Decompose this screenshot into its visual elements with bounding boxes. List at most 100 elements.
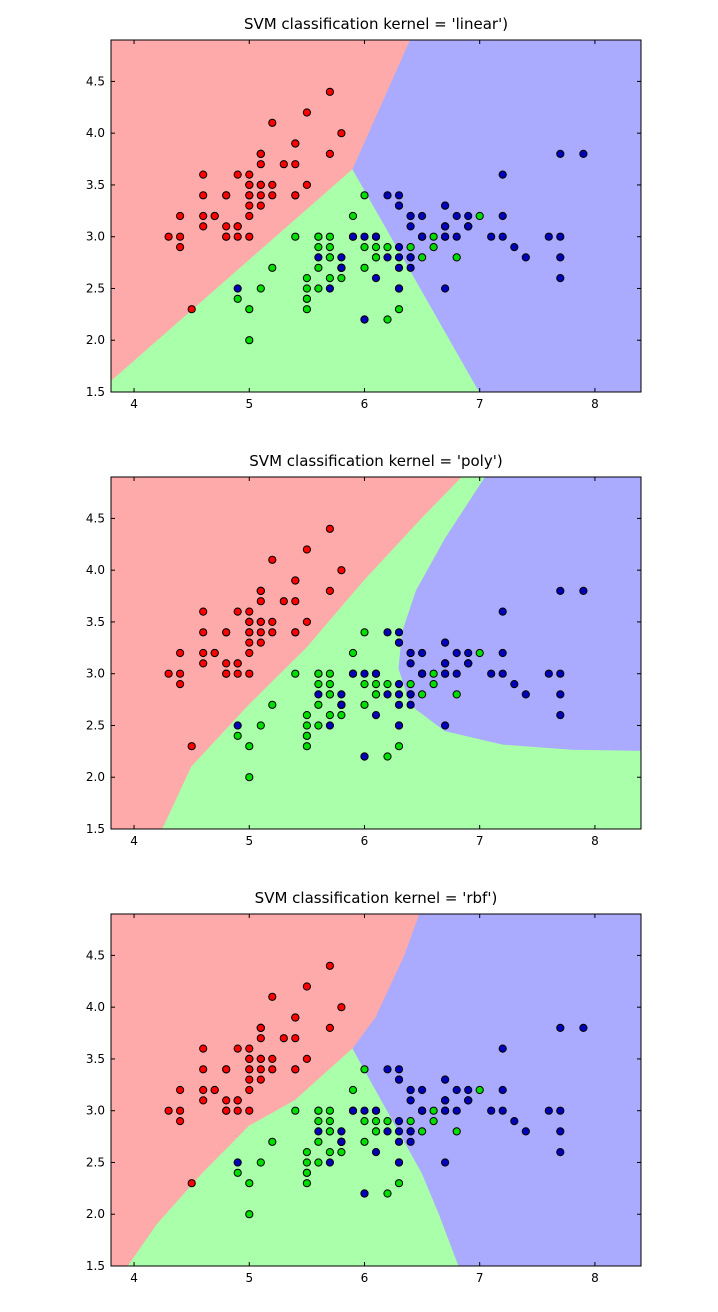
- scatter-point-class-2: [245, 336, 254, 345]
- scatter-point-class-2: [302, 731, 311, 740]
- scatter-point-class-1: [164, 1106, 173, 1115]
- scatter-point-class-2: [256, 284, 265, 293]
- scatter-point-class-3: [498, 232, 507, 241]
- scatter-point-class-2: [383, 1117, 392, 1126]
- scatter-point-class-3: [556, 1148, 565, 1157]
- scatter-point-class-1: [199, 211, 208, 221]
- scatter-point-class-1: [222, 659, 231, 668]
- scatter-point-class-3: [464, 648, 473, 658]
- scatter-point-class-3: [418, 232, 427, 241]
- scatter-point-class-1: [176, 211, 185, 221]
- x-tick-label: 8: [591, 1271, 599, 1285]
- scatter-point-class-3: [371, 1148, 381, 1157]
- scatter-point-class-2: [302, 284, 311, 293]
- scatter-point-class-1: [256, 597, 265, 606]
- y-tick-label: 3.0: [86, 1104, 105, 1118]
- scatter-point-class-2: [406, 1117, 415, 1126]
- scatter-point-class-1: [245, 1044, 254, 1053]
- x-tick-label: 6: [361, 1271, 369, 1285]
- scatter-point-class-2: [268, 263, 277, 272]
- y-tick-label: 3.5: [86, 615, 105, 629]
- scatter-point-class-3: [464, 1096, 473, 1105]
- scatter-point-class-1: [176, 232, 185, 241]
- scatter-point-class-2: [325, 680, 334, 689]
- y-tick-label: 2.0: [86, 1207, 105, 1221]
- scatter-point-class-1: [233, 1106, 242, 1115]
- scatter-point-class-3: [544, 232, 553, 241]
- scatter-point-class-3: [464, 1085, 473, 1095]
- scatter-point-class-1: [187, 742, 196, 751]
- scatter-point-class-1: [199, 628, 208, 637]
- scatter-point-class-1: [337, 129, 346, 138]
- scatter-point-class-2: [302, 305, 311, 314]
- scatter-point-class-1: [245, 211, 254, 221]
- scatter-point-class-3: [394, 700, 404, 709]
- x-tick-label: 7: [476, 397, 484, 411]
- scatter-point-class-3: [464, 211, 473, 221]
- x-tick-label: 8: [591, 397, 599, 411]
- scatter-point-class-3: [233, 721, 242, 730]
- scatter-point-class-3: [394, 1075, 404, 1084]
- scatter-point-class-1: [291, 139, 300, 148]
- scatter-point-class-3: [337, 700, 346, 709]
- scatter-point-class-1: [233, 1044, 242, 1053]
- scatter-point-class-3: [418, 211, 427, 221]
- scatter-point-class-1: [187, 1179, 196, 1188]
- scatter-point-class-1: [199, 1096, 208, 1105]
- y-tick-label: 3.0: [86, 667, 105, 681]
- scatter-point-class-3: [579, 1023, 588, 1033]
- scatter-point-class-2: [325, 253, 334, 262]
- scatter-point-class-1: [222, 232, 231, 241]
- scatter-point-class-1: [222, 191, 231, 200]
- scatter-point-class-3: [556, 1106, 565, 1115]
- scatter-point-class-2: [314, 284, 323, 293]
- decision-region-3: [398, 477, 641, 751]
- scatter-point-class-2: [314, 1106, 323, 1115]
- scatter-point-class-1: [256, 1034, 265, 1043]
- scatter-point-class-2: [314, 1117, 323, 1126]
- scatter-point-class-3: [394, 191, 404, 200]
- axes-frame: [110, 913, 642, 1267]
- y-tick-label: 3.0: [86, 230, 105, 244]
- scatter-point-class-2: [314, 721, 323, 730]
- scatter-point-class-1: [176, 243, 185, 252]
- scatter-point-class-2: [314, 263, 323, 272]
- scatter-point-class-3: [314, 690, 323, 699]
- y-tick-label: 4.0: [86, 1000, 105, 1014]
- scatter-point-class-1: [256, 1054, 265, 1064]
- y-tick-label: 2.5: [86, 281, 105, 295]
- scatter-point-class-2: [371, 1127, 381, 1136]
- scatter-point-class-1: [291, 1065, 300, 1074]
- scatter-point-class-2: [245, 1210, 254, 1219]
- scatter-point-class-3: [394, 638, 404, 647]
- scatter-point-class-3: [510, 680, 519, 689]
- scatter-point-class-2: [325, 1148, 334, 1157]
- scatter-point-class-2: [383, 315, 392, 324]
- scatter-point-class-1: [245, 669, 254, 678]
- scatter-point-class-3: [452, 1085, 461, 1095]
- scatter-point-class-2: [245, 1179, 254, 1188]
- scatter-point-class-1: [222, 669, 231, 678]
- scatter-point-class-3: [441, 222, 450, 231]
- scatter-point-class-2: [233, 294, 242, 303]
- scatter-point-class-2: [360, 1137, 369, 1146]
- scatter-point-class-1: [245, 1106, 254, 1115]
- scatter-point-class-3: [337, 253, 346, 262]
- y-tick-label: 2.5: [86, 1155, 105, 1169]
- scatter-point-class-1: [291, 1034, 300, 1043]
- scatter-point-class-3: [383, 628, 392, 637]
- x-tick-label: 4: [130, 397, 138, 411]
- scatter-point-class-1: [291, 191, 300, 200]
- scatter-point-class-3: [418, 669, 427, 678]
- scatter-point-class-1: [245, 191, 254, 200]
- scatter-point-class-3: [556, 669, 565, 678]
- scatter-point-class-2: [452, 690, 461, 699]
- scatter-point-class-3: [418, 1085, 427, 1095]
- scatter-point-class-1: [325, 1023, 334, 1033]
- scatter-point-class-2: [475, 1085, 484, 1095]
- scatter-point-class-3: [371, 274, 381, 283]
- scatter-point-class-1: [268, 617, 277, 627]
- scatter-point-class-3: [510, 243, 519, 252]
- scatter-point-class-2: [302, 711, 311, 720]
- scatter-point-class-1: [291, 1013, 300, 1022]
